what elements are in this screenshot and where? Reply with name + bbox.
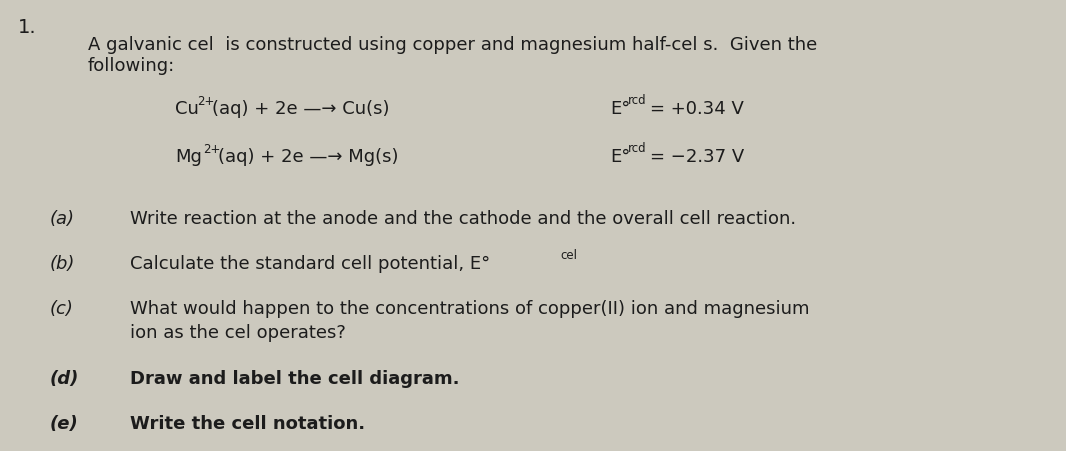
Text: ion as the cel operates?: ion as the cel operates? [130, 324, 345, 342]
Text: Write the cell notation.: Write the cell notation. [130, 415, 366, 433]
Text: (aq) + 2e —→ Cu(s): (aq) + 2e —→ Cu(s) [212, 100, 389, 118]
Text: rcd: rcd [628, 142, 647, 155]
Text: E°: E° [610, 100, 630, 118]
Text: (aq) + 2e —→ Mg(s): (aq) + 2e —→ Mg(s) [219, 148, 399, 166]
Text: E°: E° [610, 148, 630, 166]
Text: 2+: 2+ [197, 95, 214, 108]
Text: cel: cel [560, 249, 577, 262]
Text: A galvanic cel  is constructed using copper and magnesium half-cel s.  Given the: A galvanic cel is constructed using copp… [88, 36, 818, 54]
Text: (e): (e) [50, 415, 79, 433]
Text: Write reaction at the anode and the cathode and the overall cell reaction.: Write reaction at the anode and the cath… [130, 210, 796, 228]
Text: = +0.34 V: = +0.34 V [650, 100, 744, 118]
Text: (a): (a) [50, 210, 75, 228]
Text: rcd: rcd [628, 94, 647, 107]
Text: (b): (b) [50, 255, 76, 273]
Text: Mg: Mg [175, 148, 201, 166]
Text: Draw and label the cell diagram.: Draw and label the cell diagram. [130, 370, 459, 388]
Text: 2+: 2+ [203, 143, 221, 156]
Text: 1.: 1. [18, 18, 36, 37]
Text: (d): (d) [50, 370, 79, 388]
Text: = −2.37 V: = −2.37 V [650, 148, 744, 166]
Text: Calculate the standard cell potential, E°: Calculate the standard cell potential, E… [130, 255, 490, 273]
Text: (c): (c) [50, 300, 74, 318]
Text: following:: following: [88, 57, 175, 75]
Text: Cu: Cu [175, 100, 199, 118]
Text: What would happen to the concentrations of copper(II) ion and magnesium: What would happen to the concentrations … [130, 300, 809, 318]
